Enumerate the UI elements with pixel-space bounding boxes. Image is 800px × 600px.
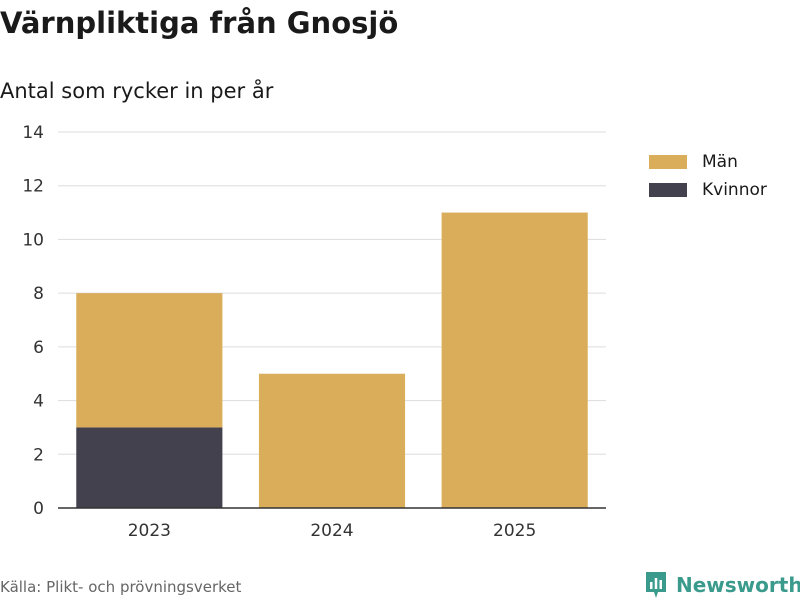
bar-m-n-2023 (76, 293, 223, 428)
bar-m-n-2024 (258, 373, 406, 508)
bar-kvinnor-2023 (76, 427, 223, 508)
legend-label-kvinnor: Kvinnor (702, 180, 767, 200)
y-tick-label: 10 (22, 230, 44, 250)
legend-item-man[interactable]: Män (649, 148, 767, 176)
y-tick-label: 12 (22, 177, 44, 197)
legend-swatch-man (649, 155, 687, 169)
x-tick-label: 2024 (310, 521, 353, 541)
source-note: Källa: Plikt- och prövningsverket (0, 578, 242, 596)
y-tick-label: 2 (33, 445, 44, 465)
legend-label-man: Män (702, 152, 738, 172)
legend-swatch-kvinnor (649, 183, 687, 197)
y-tick-label: 6 (33, 338, 44, 358)
y-tick-label: 8 (33, 284, 44, 304)
x-tick-label: 2023 (128, 521, 171, 541)
legend: Män Kvinnor (649, 148, 767, 204)
bar-m-n-2025 (441, 212, 588, 509)
newsworthy-logo-icon (646, 572, 666, 598)
chart-title: Värnpliktiga från Gnosjö (0, 6, 399, 40)
chart-subtitle: Antal som rycker in per år (0, 79, 274, 103)
brand-logo: Newsworthy (644, 570, 800, 600)
y-tick-label: 4 (33, 392, 44, 412)
legend-item-kvinnor[interactable]: Kvinnor (649, 176, 767, 204)
x-tick-label: 2025 (493, 521, 536, 541)
brand-name: Newsworthy (676, 573, 800, 597)
y-tick-label: 0 (33, 499, 44, 519)
y-tick-label: 14 (22, 123, 44, 143)
